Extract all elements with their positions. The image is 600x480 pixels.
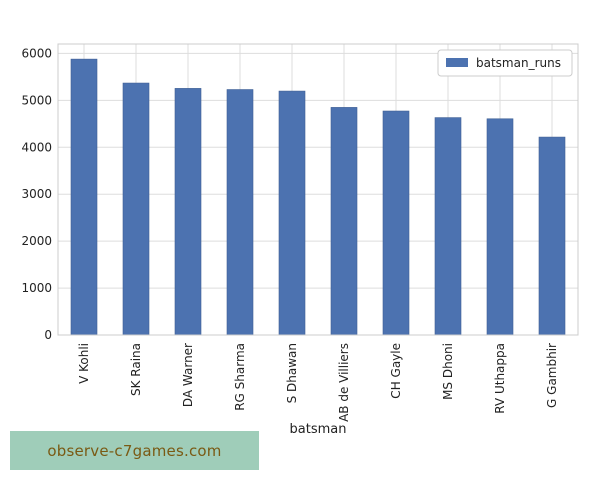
bar (174, 88, 202, 336)
legend-label: batsman_runs (476, 56, 561, 70)
x-tick-label: V Kohli (77, 343, 91, 384)
y-tick-label: 0 (44, 328, 52, 342)
x-tick-labels: V Kohli SK Raina DA Warner RG Sharma S Dhawa… (77, 343, 559, 422)
x-tick-label: SK Raina (129, 343, 143, 396)
legend: batsman_runs (437, 49, 573, 77)
y-tick-label: 4000 (21, 140, 52, 154)
y-tick-labels: 0 1000 2000 3000 4000 5000 6000 (21, 46, 52, 342)
x-tick-label: DA Warner (181, 343, 195, 407)
bar (434, 117, 462, 336)
plot-frame (57, 43, 579, 336)
x-axis-label: batsman (290, 422, 347, 437)
bars-layer (70, 58, 566, 336)
legend-swatch (446, 58, 468, 67)
watermark-text: observe-c7games.com (47, 441, 222, 460)
legend-box (437, 49, 573, 77)
watermark-banner: observe-c7games.com (10, 431, 259, 470)
x-tick-label: CH Gayle (389, 343, 403, 399)
y-tick-label: 6000 (21, 46, 52, 60)
bar (226, 89, 254, 336)
bar (122, 82, 150, 336)
y-tick-label: 5000 (21, 93, 52, 107)
y-tick-label: 1000 (21, 281, 52, 295)
bar (278, 90, 306, 336)
bar (486, 118, 514, 336)
bar (538, 136, 566, 336)
bar (382, 110, 410, 336)
x-tick-label: RV Uthappa (493, 343, 507, 414)
y-tick-label: 3000 (21, 187, 52, 201)
y-tick-label: 2000 (21, 234, 52, 248)
x-tick-label: MS Dhoni (441, 343, 455, 400)
x-tick-label: G Gambhir (545, 343, 559, 408)
x-tick-label: AB de Villiers (337, 343, 351, 422)
x-tick-label: RG Sharma (233, 343, 247, 411)
bar (330, 107, 358, 336)
bar (70, 58, 98, 336)
x-tick-label: S Dhawan (285, 343, 299, 403)
